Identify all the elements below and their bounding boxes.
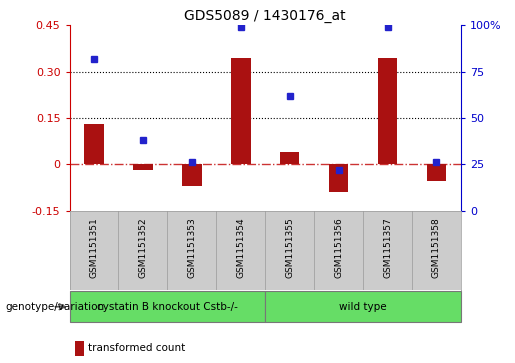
- Text: GSM1151351: GSM1151351: [90, 217, 98, 278]
- Bar: [231, 58, 250, 164]
- FancyBboxPatch shape: [70, 291, 265, 322]
- Bar: [426, 164, 446, 181]
- Text: GSM1151356: GSM1151356: [334, 217, 343, 278]
- Bar: [133, 164, 152, 170]
- Text: GSM1151357: GSM1151357: [383, 217, 392, 278]
- Text: GSM1151355: GSM1151355: [285, 217, 294, 278]
- Text: transformed count: transformed count: [88, 343, 185, 354]
- Text: cystatin B knockout Cstb-/-: cystatin B knockout Cstb-/-: [97, 302, 238, 312]
- Bar: [377, 58, 398, 164]
- FancyBboxPatch shape: [265, 291, 461, 322]
- Bar: [84, 124, 104, 164]
- Text: GSM1151358: GSM1151358: [432, 217, 441, 278]
- Text: genotype/variation: genotype/variation: [5, 302, 104, 312]
- Title: GDS5089 / 1430176_at: GDS5089 / 1430176_at: [184, 9, 346, 23]
- Bar: [280, 152, 300, 164]
- Text: GSM1151352: GSM1151352: [139, 217, 147, 278]
- Text: GSM1151354: GSM1151354: [236, 217, 245, 278]
- Text: GSM1151353: GSM1151353: [187, 217, 196, 278]
- Bar: [329, 164, 348, 192]
- Text: wild type: wild type: [339, 302, 387, 312]
- Bar: [182, 164, 202, 186]
